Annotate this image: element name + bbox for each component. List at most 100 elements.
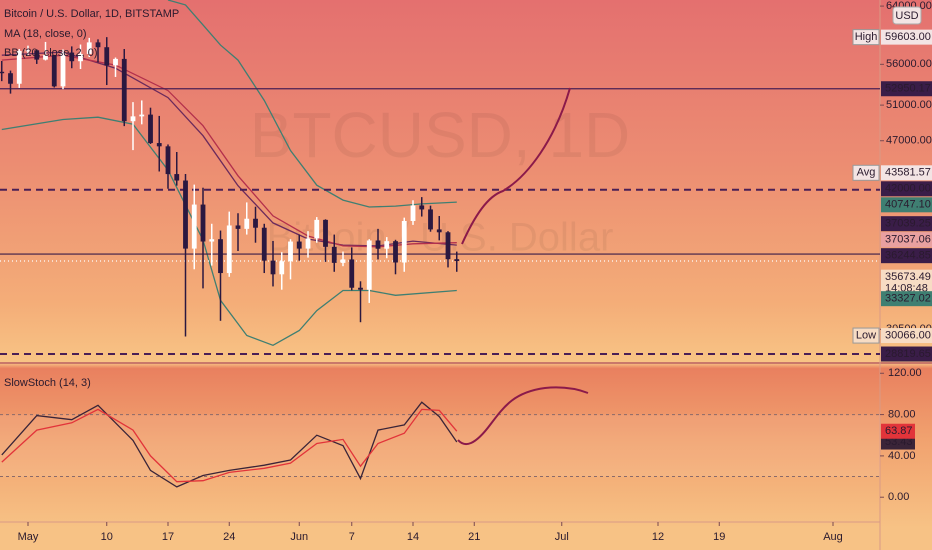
- stoch-y-tick-label: 40.00: [888, 450, 916, 462]
- price-tag: Low: [856, 329, 876, 341]
- x-tick-label: Aug: [823, 531, 843, 543]
- price-label-box: [881, 197, 932, 213]
- candle-body: [34, 50, 40, 60]
- candle-body: [121, 58, 127, 122]
- x-tick-label: 10: [101, 531, 113, 543]
- bb-upper: [167, 0, 457, 208]
- candle-body: [0, 71, 5, 74]
- price-label: 30066.00: [885, 329, 931, 341]
- candle-body: [226, 225, 232, 274]
- candle-body: [366, 240, 372, 290]
- price-label: 33327.02: [885, 293, 931, 305]
- price-label-box: [881, 248, 932, 264]
- stoch-projection-drawing: [457, 386, 589, 446]
- candle-body: [130, 116, 136, 122]
- stoch-band: [0, 414, 880, 477]
- currency-box[interactable]: [892, 6, 922, 25]
- price-tag-box: [852, 164, 880, 181]
- x-tick-label: May: [18, 531, 39, 543]
- candle-body: [288, 241, 293, 262]
- currency[interactable]: USD: [895, 10, 918, 22]
- stoch-line: [1, 401, 458, 488]
- price-label-box: [881, 29, 932, 45]
- chart-title: Bitcoin / U.S. Dollar, 1D, BITSTAMP: [4, 8, 179, 20]
- candle-body: [244, 218, 250, 229]
- x-tick-label: Jun: [290, 531, 308, 543]
- x-tick-label: 19: [713, 531, 725, 543]
- candle-body: [16, 50, 22, 84]
- price-label-box: [881, 181, 932, 197]
- x-tick-label: 21: [468, 531, 480, 543]
- x-tick-label: 12: [652, 531, 664, 543]
- y-tick-label: 51000.00: [886, 99, 932, 111]
- x-tick-label: 24: [223, 531, 235, 543]
- price-label-box: [881, 232, 932, 248]
- x-tick-label: 7: [349, 531, 355, 543]
- candle-body: [410, 205, 416, 221]
- candle-body: [235, 225, 241, 229]
- candle-body: [393, 241, 398, 263]
- price-label: 37037.06: [885, 234, 931, 246]
- candle-body: [183, 180, 188, 249]
- candle-body: [428, 209, 433, 230]
- price-tag-box: [852, 327, 880, 344]
- candle-body: [305, 238, 311, 249]
- y-tick-label: 47000.00: [886, 135, 932, 147]
- bb-legend: BB (20, close, 2, 0): [4, 47, 98, 59]
- price-label-box: [881, 328, 932, 344]
- candle-body: [95, 42, 101, 48]
- price-label: 42000.00: [885, 183, 931, 195]
- candle-body: [358, 287, 363, 290]
- candle-body: [323, 219, 328, 247]
- price-label: 40747.10: [885, 199, 931, 211]
- price-tag-box: [852, 29, 880, 46]
- candle-body: [69, 52, 75, 62]
- price-label: 52950.17: [885, 83, 931, 95]
- stoch-last-label: 53.43: [885, 436, 913, 448]
- price-tag: High: [855, 31, 878, 43]
- stoch-y-tick-label: 80.00: [888, 408, 916, 420]
- candle-body: [279, 261, 285, 275]
- stoch-y-tick-label: 120.00: [888, 367, 922, 379]
- y-tick-label: 56000.00: [886, 58, 932, 70]
- candle-body: [51, 55, 57, 87]
- candle-body: [139, 114, 145, 117]
- candle-body: [436, 229, 442, 233]
- candle-body: [445, 232, 451, 260]
- candle-body: [296, 241, 302, 249]
- candle-body: [156, 143, 162, 147]
- candle-body: [25, 50, 31, 52]
- stoch-title: SlowStoch (14, 3): [4, 377, 91, 389]
- candle-body: [349, 259, 355, 288]
- price-label: 37039.25: [885, 218, 931, 230]
- candle-body: [78, 53, 83, 62]
- price-label-box: [881, 291, 932, 307]
- candle-body: [218, 239, 223, 274]
- price-label: 59603.00: [885, 31, 931, 43]
- candle-body: [314, 219, 320, 239]
- candle-body: [401, 220, 407, 263]
- y-tick-label: 64000.00: [886, 0, 932, 12]
- candle-body: [43, 55, 48, 60]
- candle-body: [340, 259, 346, 263]
- price-label: 43581.57: [885, 167, 931, 179]
- candle-body: [191, 204, 197, 249]
- price-label: 36244.85: [885, 250, 931, 262]
- candle-body: [261, 227, 267, 261]
- price-label: 35673.49: [885, 271, 931, 283]
- candle-body: [104, 47, 110, 66]
- projection-drawing: [461, 87, 571, 245]
- candle-body: [86, 42, 92, 54]
- price-label-box: [881, 216, 932, 232]
- candle-body: [60, 52, 66, 87]
- watermark: BTCUSD, 1D: [250, 99, 631, 171]
- price-label-box: [881, 165, 932, 181]
- candle-body: [209, 239, 215, 242]
- candle-body: [375, 240, 381, 249]
- candle-body: [419, 205, 425, 210]
- price-tag: Avg: [857, 167, 876, 179]
- candle-body: [8, 73, 13, 84]
- price-label: 28819.65: [885, 348, 931, 360]
- price-label-box: [881, 346, 932, 362]
